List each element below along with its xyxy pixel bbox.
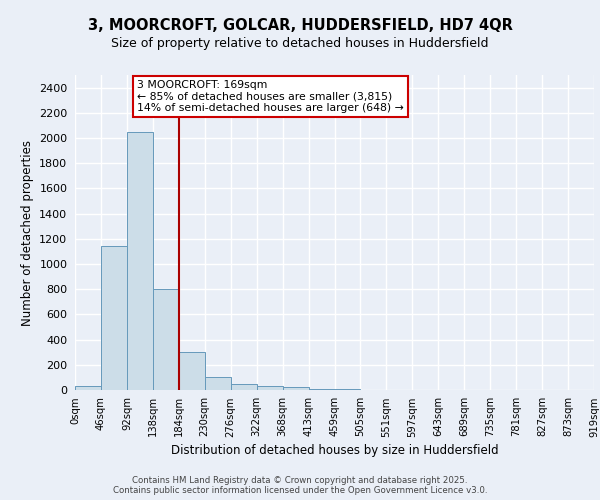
Bar	[179, 352, 205, 390]
Bar	[153, 289, 179, 390]
Bar	[75, 386, 101, 390]
Bar	[127, 132, 153, 390]
Bar	[231, 384, 257, 390]
Bar	[283, 388, 308, 390]
Text: Size of property relative to detached houses in Huddersfield: Size of property relative to detached ho…	[111, 38, 489, 51]
Text: 3 MOORCROFT: 169sqm
← 85% of detached houses are smaller (3,815)
14% of semi-det: 3 MOORCROFT: 169sqm ← 85% of detached ho…	[137, 80, 404, 113]
Bar	[257, 386, 283, 390]
Text: 3, MOORCROFT, GOLCAR, HUDDERSFIELD, HD7 4QR: 3, MOORCROFT, GOLCAR, HUDDERSFIELD, HD7 …	[88, 18, 512, 32]
Y-axis label: Number of detached properties: Number of detached properties	[20, 140, 34, 326]
Text: Contains HM Land Registry data © Crown copyright and database right 2025.
Contai: Contains HM Land Registry data © Crown c…	[113, 476, 487, 495]
Bar	[205, 378, 230, 390]
X-axis label: Distribution of detached houses by size in Huddersfield: Distribution of detached houses by size …	[170, 444, 499, 456]
Bar	[101, 246, 127, 390]
Bar	[308, 388, 335, 390]
